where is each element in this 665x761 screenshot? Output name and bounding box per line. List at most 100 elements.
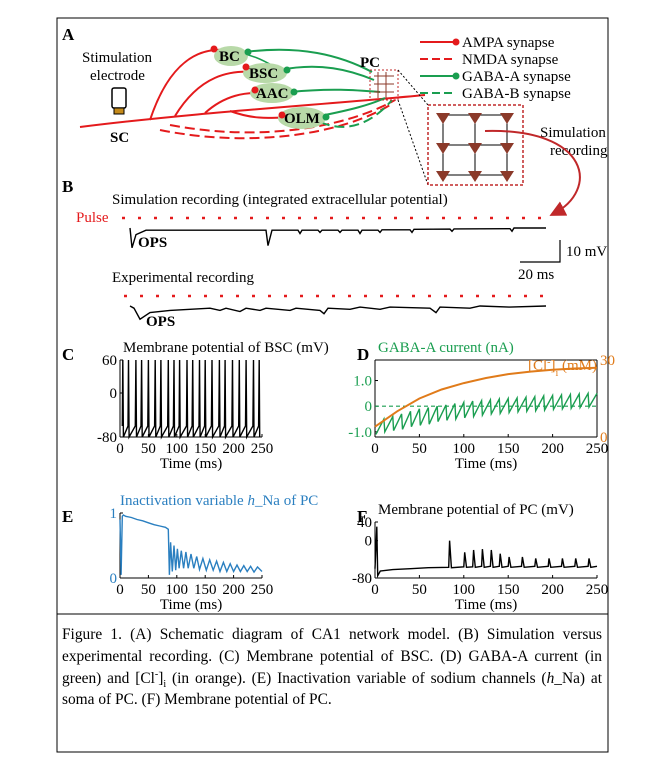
title-part: Inactivation variable <box>120 493 247 509</box>
y-tick-label: 60 <box>102 353 117 369</box>
y-tick-label: 0 <box>365 534 373 550</box>
cell-label: BSC <box>249 66 278 82</box>
y2-label-part: - <box>547 357 550 368</box>
caption-superscript: - <box>154 668 159 680</box>
gaba-axon <box>279 65 375 81</box>
pc-grid-lines <box>374 72 394 98</box>
x-tick-label: 50 <box>412 582 427 598</box>
y-tick-label: -80 <box>352 571 372 587</box>
caption-text: ] <box>158 669 164 687</box>
figure-border <box>56 17 609 753</box>
schematic: Stimulation electrode SC BC BSC AAC OLM <box>79 35 608 216</box>
trace <box>119 514 263 575</box>
x-tick-label: 100 <box>453 582 476 598</box>
x-axis-label: Time (ms) <box>160 597 222 613</box>
x-axis-label: Time (ms) <box>160 456 222 472</box>
cell-label: AAC <box>256 86 289 102</box>
panel-label: A <box>62 25 75 44</box>
title-part: h <box>247 493 255 509</box>
x-tick-label: 0 <box>116 582 124 598</box>
zoom-lines <box>397 69 429 186</box>
x-tick-label: 200 <box>222 441 245 457</box>
x-tick-label: 50 <box>141 582 156 598</box>
x-tick-label: 250 <box>251 582 274 598</box>
electrode-label: Stimulation <box>82 50 153 66</box>
electrode-label: electrode <box>90 68 145 84</box>
pc-label: PC <box>360 55 380 71</box>
legend-dot <box>452 72 460 80</box>
cell <box>214 46 248 66</box>
axon <box>149 48 226 121</box>
pc-neurons <box>436 113 514 182</box>
cell <box>243 63 287 83</box>
recording-trace <box>129 227 546 249</box>
x-axis-label: Time (ms) <box>455 597 517 613</box>
panel-label: B <box>62 177 73 196</box>
experimental-title: Experimental recording <box>112 270 255 286</box>
x-tick-label: 0 <box>371 441 379 457</box>
x-tick-label: 100 <box>166 582 189 598</box>
scale-t-label: 20 ms <box>518 267 554 283</box>
caption-subscript: i <box>163 678 167 690</box>
caption-italic: h <box>546 669 555 687</box>
panel-label: D <box>357 345 369 364</box>
synapse <box>242 63 250 71</box>
x-tick-label: 100 <box>453 441 476 457</box>
x-tick-label: 250 <box>586 582 609 598</box>
synapse <box>251 86 259 94</box>
synapse <box>283 66 291 74</box>
panel-label: F <box>357 507 367 526</box>
caption: Figure 1. (A) Schematic diagram of CA1 n… <box>62 624 602 711</box>
trace <box>374 366 598 428</box>
y2-label-part: (mM) <box>558 358 597 374</box>
x-tick-label: 0 <box>116 441 124 457</box>
cell-label: BC <box>219 49 240 65</box>
chart-title: GABA-A current (nA) <box>378 340 514 356</box>
pc-grid <box>369 69 399 101</box>
y2-tick-label: 0 <box>600 430 608 446</box>
sc-label: SC <box>110 130 129 146</box>
legend-dot <box>452 38 460 46</box>
y-tick-label: 0 <box>365 399 373 415</box>
y2-tick-label: 30 <box>600 353 615 369</box>
nmda-axon <box>169 99 396 134</box>
x-tick-label: 150 <box>497 441 520 457</box>
recordings: Simulation recording (integrated extrace… <box>76 192 607 330</box>
synapse <box>278 111 286 119</box>
y2-label-part: i <box>555 368 558 379</box>
x-tick-label: 250 <box>251 441 274 457</box>
x-tick-label: 150 <box>194 582 217 598</box>
gaba-axon <box>244 48 373 73</box>
recording-trace <box>129 305 547 321</box>
legend-label: AMPA synapse <box>462 35 555 51</box>
simulation-title: Simulation recording (integrated extrace… <box>112 192 448 208</box>
caption-text: (in orange). (E) Inactivation variable o… <box>166 669 547 687</box>
cell <box>278 107 326 129</box>
ops-label: OPS <box>146 314 175 330</box>
x-tick-label: 200 <box>541 582 564 598</box>
pulse-label: Pulse <box>76 210 109 226</box>
recording-arrow <box>484 129 581 216</box>
x-tick-label: 100 <box>166 441 189 457</box>
x-tick-label: 0 <box>371 582 379 598</box>
caption-text: _Na) at soma of PC. (F) Membrane potenti… <box>62 669 602 709</box>
trace <box>374 526 598 579</box>
chart-title: Membrane potential of PC (mV) <box>378 502 574 518</box>
sc-axon <box>79 94 426 128</box>
cell <box>250 83 294 103</box>
legend-label: GABA-B synapse <box>462 86 571 102</box>
cell-label: OLM <box>284 111 320 127</box>
y-tick-label: 1.0 <box>353 374 372 390</box>
y-tick-label: -1.0 <box>348 425 372 441</box>
y-tick-label: 0 <box>110 571 118 587</box>
legend-label: NMDA synapse <box>462 52 559 68</box>
y-tick-label: 1 <box>110 506 118 522</box>
trace <box>121 359 261 440</box>
x-tick-label: 50 <box>412 441 427 457</box>
recording-label: recording <box>550 143 608 159</box>
caption-text: Figure 1. (A) Schematic diagram of CA1 n… <box>62 626 602 687</box>
y-tick-label: 40 <box>357 515 372 531</box>
synapse <box>210 45 218 53</box>
x-tick-label: 150 <box>194 441 217 457</box>
